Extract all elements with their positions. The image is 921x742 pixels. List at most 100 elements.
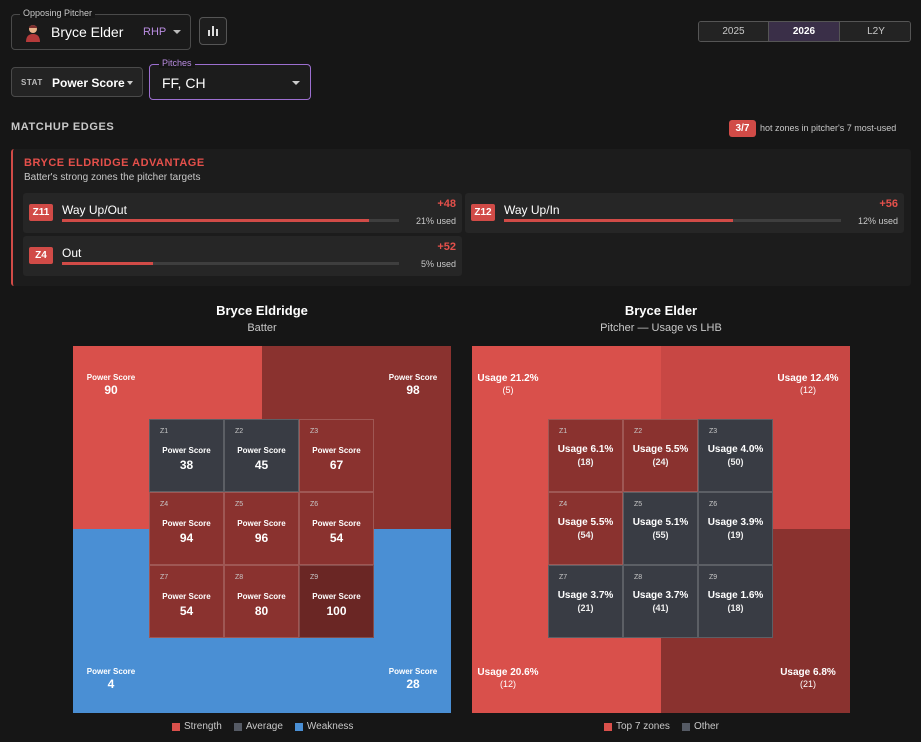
zone-pitch-count: (41): [652, 603, 669, 613]
strike-zone-cell[interactable]: Z7 Power Score 54: [149, 565, 224, 638]
outer-pitch-count: (12): [799, 385, 816, 395]
chevron-down-icon: [292, 81, 300, 85]
zone-pitch-count: (50): [727, 457, 744, 467]
advantage-title: BRYCE ELDRIDGE ADVANTAGE: [24, 157, 205, 169]
zone-pitch-count: (18): [727, 603, 744, 613]
zone-delta: +52: [437, 241, 456, 253]
zone-metric-label: Power Score: [162, 446, 211, 455]
strike-zone-cell[interactable]: Z3 Usage 4.0% (50): [698, 419, 773, 492]
stats-chart-button[interactable]: [199, 17, 227, 45]
season-tab-l2y[interactable]: L2Y: [840, 22, 910, 41]
strength-swatch: [172, 722, 180, 731]
pitches-value: FF, CH: [162, 75, 206, 91]
zone-usage: Usage 5.1%: [632, 517, 689, 528]
stat-select[interactable]: STAT Power Score: [11, 67, 143, 97]
outer-pitch-count: (5): [502, 385, 514, 395]
zone-pitch-count: (18): [577, 457, 594, 467]
zone-pitch-count: (54): [577, 530, 594, 540]
zone-id: Z4: [160, 501, 169, 508]
strike-zone-cell[interactable]: Z5 Usage 5.1% (55): [623, 492, 698, 565]
advantage-card: Z4 Out +52 5% used: [23, 236, 462, 276]
zone-usage: 21% used: [415, 216, 456, 226]
strike-zone-cell[interactable]: Z6 Power Score 54: [299, 492, 374, 565]
zone-usage: Usage 5.5%: [632, 444, 689, 455]
zone-power-value: 54: [179, 604, 194, 618]
strike-zone-cell[interactable]: Z3 Power Score 67: [299, 419, 374, 492]
chevron-down-icon: [127, 81, 133, 85]
strike-zone-cell[interactable]: Z4 Usage 5.5% (54): [548, 492, 623, 565]
opposing-pitcher-select[interactable]: Opposing Pitcher Bryce Elder RHP: [11, 8, 191, 50]
zone-id: Z3: [310, 428, 319, 435]
hot-zones-text: hot zones in pitcher's 7 most-used: [760, 123, 897, 133]
chevron-down-icon: [173, 30, 181, 34]
strike-zone-cell[interactable]: Z8 Power Score 80: [224, 565, 299, 638]
strike-zone-cell[interactable]: Z8 Usage 3.7% (41): [623, 565, 698, 638]
zone-badge: Z12: [471, 204, 495, 221]
zone-id: Z9: [709, 574, 718, 581]
season-tab-2025[interactable]: 2025: [699, 22, 769, 41]
zone-metric-label: Power Score: [237, 519, 286, 528]
stat-label: STAT: [21, 78, 43, 87]
strike-zone-cell[interactable]: Z2 Power Score 45: [224, 419, 299, 492]
outer-power-value: 98: [406, 383, 420, 397]
zone-label: Out: [62, 246, 82, 260]
outer-power-label: Power Score: [388, 373, 438, 382]
season-tab-2026[interactable]: 2026: [769, 22, 840, 41]
outer-pitch-count: (12): [499, 679, 516, 689]
strike-zone-cell[interactable]: Z7 Usage 3.7% (21): [548, 565, 623, 638]
zone-id: Z5: [235, 501, 244, 508]
strike-zone-cell[interactable]: Z9 Power Score 100: [299, 565, 374, 638]
zone-pitch-count: (19): [727, 530, 744, 540]
outer-power-label: Power Score: [388, 667, 438, 676]
zone-delta: +48: [437, 198, 456, 210]
player-avatar-icon: [26, 25, 40, 42]
pitcher-zone-chart: Usage 21.2% (5) Usage 12.4% (12) Usage 20.6%…: [472, 346, 850, 713]
usage-bar-fill: [62, 262, 153, 265]
strike-zone-cell[interactable]: Z6 Usage 3.9% (19): [698, 492, 773, 565]
hot-zones-badge: 3/7: [729, 120, 756, 137]
pitches-select[interactable]: Pitches FF, CH: [149, 58, 311, 100]
pitches-legend: Pitches: [159, 58, 195, 68]
strike-zone-cell[interactable]: Z4 Power Score 94: [149, 492, 224, 565]
strike-zone-cell[interactable]: Z1 Power Score 38: [149, 419, 224, 492]
strike-zone-cell[interactable]: Z9 Usage 1.6% (18): [698, 565, 773, 638]
advantage-panel: BRYCE ELDRIDGE ADVANTAGE Batter's strong…: [11, 149, 911, 286]
zone-power-value: 45: [254, 458, 269, 472]
zone-metric-label: Power Score: [312, 519, 361, 528]
zone-label: Way Up/Out: [62, 203, 127, 217]
strike-zone-cell[interactable]: Z5 Power Score 96: [224, 492, 299, 565]
batter-chart-title: Bryce Eldridge: [216, 303, 308, 318]
zone-id: Z7: [160, 574, 169, 581]
zone-usage: 12% used: [857, 216, 898, 226]
legend-other: Other: [693, 721, 719, 732]
pitcher-chart-title: Bryce Elder: [624, 303, 698, 318]
zone-power-value: 94: [179, 531, 194, 545]
zone-id: Z6: [310, 501, 319, 508]
zone-metric-label: Power Score: [312, 592, 361, 601]
zone-usage: Usage 3.7%: [632, 590, 689, 601]
pitcher-name: Bryce Elder: [51, 24, 124, 40]
batter-zone-chart: Power Score 90 Power Score 98 Power Score 4 Po…: [73, 346, 451, 713]
bar-chart-icon: [208, 26, 218, 36]
stat-value: Power Score: [52, 76, 125, 90]
strike-zone-cell[interactable]: Z2 Usage 5.5% (24): [623, 419, 698, 492]
outer-usage-label: Usage 21.2%: [477, 373, 539, 384]
zone-metric-label: Power Score: [312, 446, 361, 455]
outer-power-label: Power Score: [86, 373, 136, 382]
outer-power-value: 28: [406, 677, 420, 691]
pitcher-chart-subtitle: Pitcher — Usage vs LHB: [600, 322, 722, 334]
zone-id: Z1: [559, 428, 568, 435]
legend-average: Average: [245, 721, 283, 732]
zone-pitch-count: (21): [577, 603, 594, 613]
zone-label: Way Up/In: [504, 203, 560, 217]
zone-id: Z4: [559, 501, 568, 508]
usage-bar-fill: [504, 219, 734, 222]
usage-bar-fill: [62, 219, 369, 222]
advantage-card: Z11 Way Up/Out +48 21% used: [23, 193, 462, 233]
strike-zone-cell[interactable]: Z1 Usage 6.1% (18): [548, 419, 623, 492]
legend-strength: Strength: [184, 721, 222, 732]
outer-usage-label: Usage 12.4%: [777, 373, 839, 384]
zone-metric-label: Power Score: [162, 519, 211, 528]
zone-id: Z2: [634, 428, 643, 435]
outer-usage-label: Usage 20.6%: [477, 667, 539, 678]
